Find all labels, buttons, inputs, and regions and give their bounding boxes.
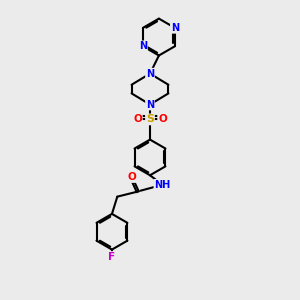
Text: O: O [128, 172, 136, 182]
Text: N: N [139, 41, 147, 51]
Text: O: O [133, 114, 142, 124]
Text: O: O [158, 114, 167, 124]
Text: N: N [171, 23, 179, 33]
Text: N: N [146, 100, 154, 110]
Text: S: S [146, 114, 154, 124]
Text: F: F [108, 252, 116, 262]
Text: N: N [146, 69, 154, 79]
Text: NH: NH [154, 180, 171, 190]
